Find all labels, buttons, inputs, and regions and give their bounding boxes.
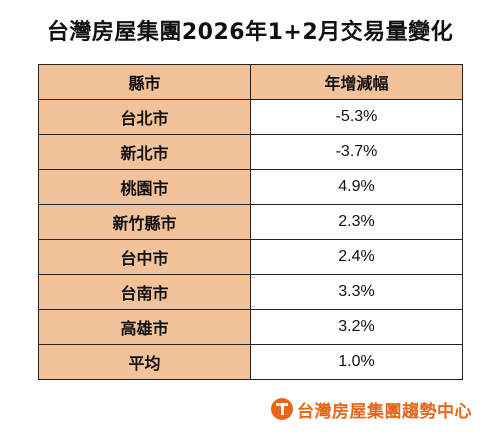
chart-title: 台灣房屋集團2026年1+2月交易量變化	[46, 20, 454, 45]
taiwan-realty-logo-icon	[271, 398, 293, 420]
table-row: 台北市 -5.3%	[38, 99, 463, 135]
county-cell: 台南市	[38, 274, 251, 310]
brand-footer: 台灣房屋集團趨勢中心	[271, 396, 472, 422]
table-row: 高雄市 3.2%	[38, 309, 463, 345]
column-header-change: 年增減幅	[250, 64, 463, 100]
data-table: 縣市 年增減幅 台北市 -5.3% 新北市 -3.7% 桃園市 4.9% 新竹縣…	[38, 64, 463, 380]
table-row-average: 平均 1.0%	[38, 344, 463, 380]
change-cell: 2.4%	[250, 239, 463, 275]
change-cell: 3.3%	[250, 274, 463, 310]
county-cell: 新竹縣市	[38, 204, 251, 240]
table-row: 台南市 3.3%	[38, 274, 463, 310]
county-cell-average: 平均	[38, 344, 251, 380]
change-cell: 3.2%	[250, 309, 463, 345]
county-cell: 新北市	[38, 134, 251, 170]
table-row: 新北市 -3.7%	[38, 134, 463, 170]
column-header-county: 縣市	[38, 64, 251, 100]
table-row: 台中市 2.4%	[38, 239, 463, 275]
change-cell: 4.9%	[250, 169, 463, 205]
change-cell-average: 1.0%	[250, 344, 463, 380]
table-row: 新竹縣市 2.3%	[38, 204, 463, 240]
change-cell: -5.3%	[250, 99, 463, 135]
change-cell: 2.3%	[250, 204, 463, 240]
county-cell: 高雄市	[38, 309, 251, 345]
county-cell: 台中市	[38, 239, 251, 275]
change-cell: -3.7%	[250, 134, 463, 170]
county-cell: 桃園市	[38, 169, 251, 205]
county-cell: 台北市	[38, 99, 251, 135]
table-header-row: 縣市 年增減幅	[38, 64, 463, 100]
table-row: 桃園市 4.9%	[38, 169, 463, 205]
brand-name: 台灣房屋集團趨勢中心	[297, 401, 472, 422]
